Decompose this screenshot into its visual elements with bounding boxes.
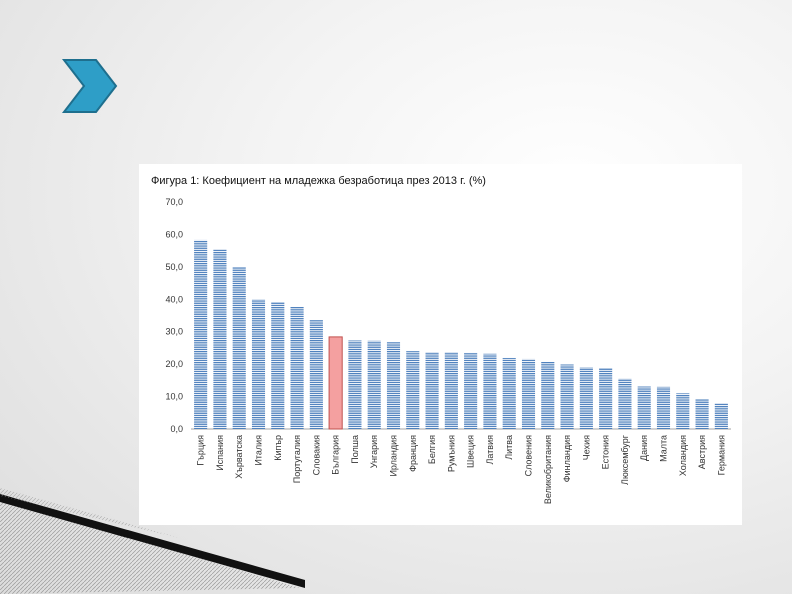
- bar-13: [444, 352, 458, 429]
- bar-2: [232, 266, 246, 429]
- bar-14: [464, 352, 478, 429]
- x-tick-label: Полша: [350, 435, 360, 464]
- x-tick-label: Дания: [639, 435, 649, 461]
- y-tick-label: 0,0: [170, 424, 183, 434]
- bar-22: [618, 378, 632, 429]
- x-tick-label: Румъния: [446, 435, 456, 472]
- bar-3: [251, 299, 266, 429]
- bar-9: [367, 340, 381, 429]
- bar-15: [483, 353, 497, 429]
- y-tick-label: 30,0: [165, 327, 183, 337]
- x-tick-label: Кипър: [273, 435, 283, 461]
- chart-title: Фигура 1: Коефициент на младежка безрабо…: [151, 175, 486, 187]
- x-tick-label: Латвия: [485, 435, 495, 465]
- x-tick-label: Холандия: [678, 435, 688, 476]
- bar-25: [676, 393, 690, 429]
- bar-24: [656, 386, 671, 429]
- x-tick-label: Швеция: [466, 435, 476, 468]
- y-tick-label: 10,0: [165, 392, 183, 402]
- bar-12: [425, 352, 439, 429]
- youth-unemployment-chart: Фигура 1: Коефициент на младежка безрабо…: [151, 175, 731, 504]
- bar-27: [714, 403, 728, 429]
- x-tick-label: Чехия: [581, 435, 591, 460]
- x-tick-label: Австрия: [697, 435, 707, 469]
- bar-21: [599, 368, 613, 429]
- x-tick-label: Словения: [524, 435, 534, 477]
- y-tick-label: 20,0: [165, 359, 183, 369]
- bar-6: [309, 319, 323, 429]
- bar-11: [406, 351, 420, 429]
- bar-20: [579, 367, 593, 429]
- x-tick-label: Белгия: [427, 435, 437, 464]
- x-tick-label: Люксембург: [620, 434, 630, 485]
- x-tick-label: Италия: [254, 435, 264, 466]
- bar-26: [695, 399, 709, 429]
- x-tick-label: Португалия: [292, 435, 302, 483]
- x-tick-label: Франция: [408, 435, 418, 472]
- bar-1: [213, 249, 227, 429]
- x-tick-label: Испания: [215, 435, 225, 471]
- x-tick-label: Литва: [504, 435, 514, 460]
- bar-8: [348, 340, 362, 429]
- y-tick-label: 40,0: [165, 294, 183, 304]
- chevron-right-icon: [61, 59, 118, 113]
- x-tick-label: Финландия: [562, 435, 572, 482]
- chart-panel: Фигура 1: Коефициент на младежка безрабо…: [139, 164, 742, 525]
- x-tick-label: Германия: [716, 435, 726, 475]
- bar-4: [271, 302, 285, 429]
- bar-23: [637, 386, 651, 429]
- y-tick-label: 50,0: [165, 262, 183, 272]
- y-tick-label: 60,0: [165, 229, 183, 239]
- corner-decoration: [0, 488, 305, 594]
- x-tick-label: Гърция: [196, 435, 206, 466]
- y-tick-label: 70,0: [165, 197, 183, 207]
- bar-10: [386, 342, 401, 429]
- x-tick-label: Словакия: [311, 435, 321, 476]
- bar-7: [328, 336, 343, 430]
- x-tick-label: Унгария: [369, 435, 379, 468]
- bar-5: [290, 306, 304, 429]
- bar-0: [194, 239, 208, 429]
- bar-19: [560, 364, 574, 429]
- x-tick-label: Хърватска: [234, 435, 244, 479]
- x-tick-label: Естония: [601, 435, 611, 469]
- bar-16: [502, 357, 516, 429]
- bar-18: [541, 361, 555, 429]
- x-tick-label: Малта: [659, 435, 669, 462]
- x-tick-label: България: [331, 435, 341, 475]
- x-tick-label: Ирландия: [389, 435, 399, 477]
- bar-17: [521, 358, 536, 429]
- x-tick-label: Великобритания: [543, 435, 553, 504]
